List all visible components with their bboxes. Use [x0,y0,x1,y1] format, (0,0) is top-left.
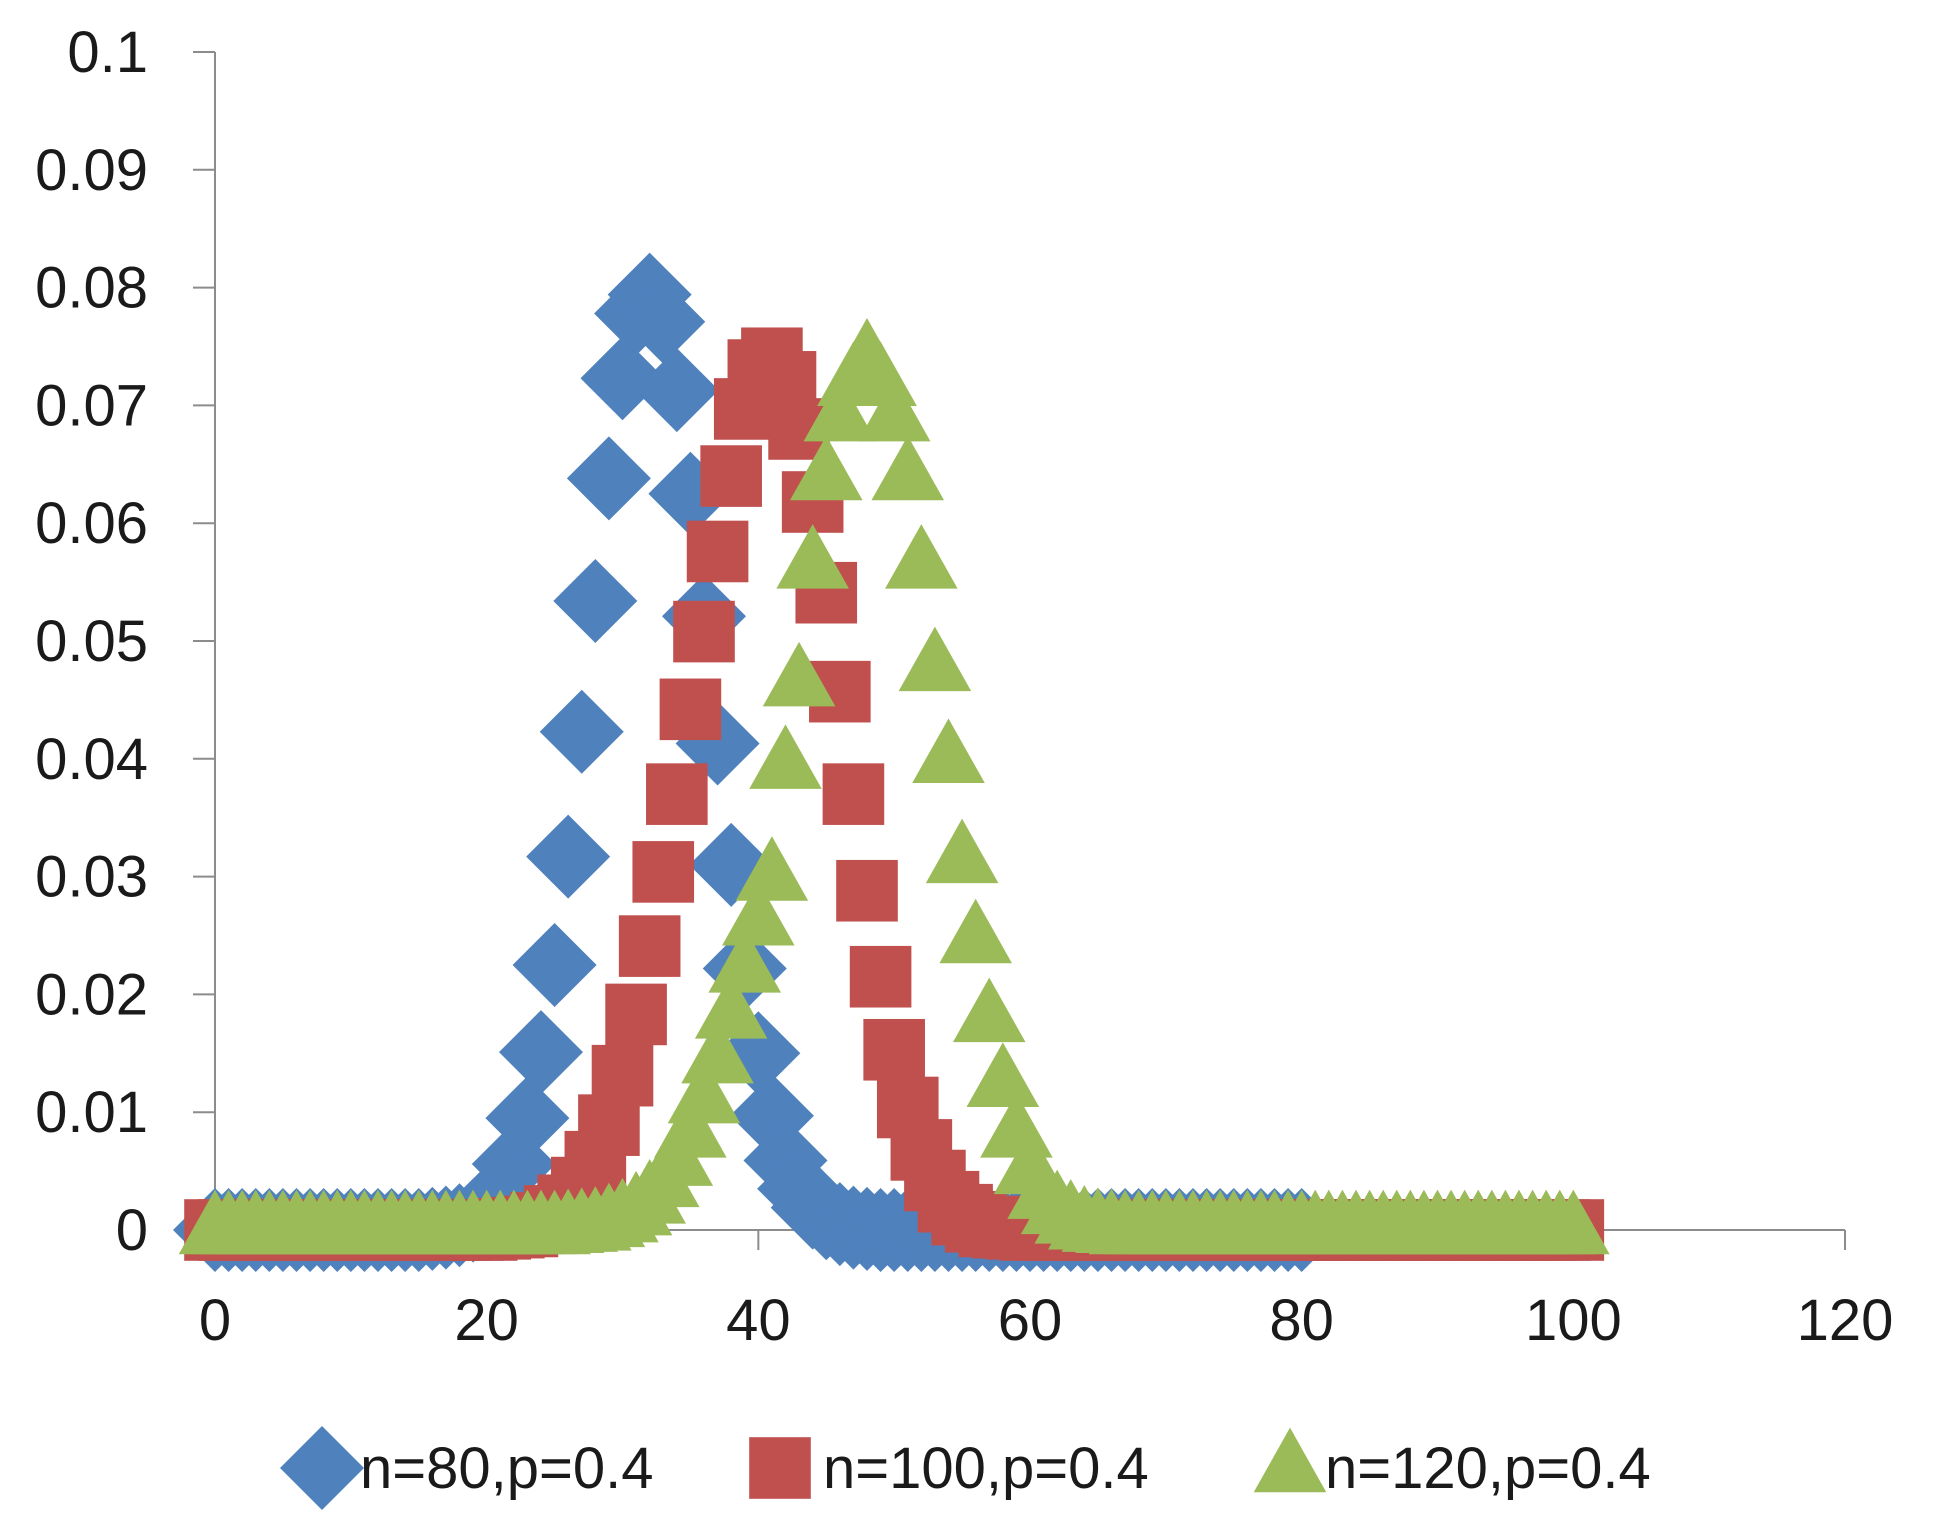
legend-item: n=100,p=0.4 [749,1436,1149,1501]
data-point [939,898,1012,964]
data-point [646,763,708,825]
series-triangle [178,317,1610,1255]
y-tick-label: 0.01 [35,1080,148,1145]
data-point [912,718,985,783]
x-tick-label: 40 [726,1288,791,1353]
legend-item: n=120,p=0.4 [1253,1427,1651,1501]
data-point [659,678,722,741]
data-point [952,977,1026,1043]
y-tick-label: 0.06 [35,491,148,556]
y-tick-label: 0.04 [35,727,148,792]
data-point [618,915,681,977]
y-tick-label: 0.03 [35,845,148,910]
data-point [822,763,885,825]
data-point [654,1093,727,1158]
legend-label: n=100,p=0.4 [823,1436,1149,1501]
data-point [605,983,667,1046]
data-point [553,558,638,643]
legend-label: n=120,p=0.4 [1325,1436,1651,1501]
data-point [499,1010,583,1095]
data-point [1537,1189,1610,1255]
x-tick-label: 120 [1797,1288,1894,1353]
data-point [591,1044,654,1107]
data-point [686,520,749,583]
data-point [621,279,706,364]
data-point [871,435,945,501]
data-point [694,974,768,1039]
data-point [789,435,863,501]
data-point [566,436,651,521]
data-point [885,524,958,589]
data-point [673,600,735,663]
data-point [667,1058,741,1124]
series-layer [173,252,1610,1272]
x-tick-label: 80 [1269,1288,1334,1353]
data-point [857,376,931,442]
data-point [966,1042,1040,1107]
y-tick-label: 0.09 [35,138,148,203]
data-point [803,376,877,442]
data-point [722,881,795,946]
x-tick-label: 100 [1525,1288,1622,1353]
legend-label: n=80,p=0.4 [360,1436,654,1501]
data-point [863,1018,925,1081]
data-point [898,626,972,692]
data-point [526,814,611,899]
y-tick-label: 0.07 [35,373,148,438]
data-point [735,836,809,901]
legend-marker-triangle [1253,1427,1327,1493]
data-point [849,945,912,1008]
y-tick-label: 0.08 [35,256,148,321]
data-point [580,336,665,421]
axes: 0 0.01 0.02 0.03 0.04 0.05 0.06 0.07 0.08 0.09 0.1… [35,20,1893,1353]
legend-marker-square [749,1437,811,1499]
data-point [485,1076,570,1161]
data-point [634,348,719,433]
y-tick-label: 0 [116,1198,148,1263]
legend-marker-diamond [280,1426,364,1510]
data-point [512,922,597,1007]
data-point [762,641,836,707]
data-point [539,689,624,774]
y-tick-label: 0.1 [67,20,148,85]
data-point [776,524,849,589]
data-point [708,928,782,993]
data-point [925,818,999,884]
data-point [681,1018,754,1084]
y-tick-label: 0.05 [35,609,148,674]
data-point [836,859,898,922]
data-point [632,841,695,903]
x-tick-label: 0 [199,1288,231,1353]
legend: n=80,p=0.4 n=100,p=0.4 n=120,p=0.4 [280,1426,1651,1510]
x-tick-label: 20 [454,1288,519,1353]
data-point [700,445,762,507]
data-point [749,724,822,789]
x-tick-label: 60 [998,1288,1063,1353]
y-tick-label: 0.02 [35,962,148,1027]
legend-item: n=80,p=0.4 [280,1426,654,1510]
